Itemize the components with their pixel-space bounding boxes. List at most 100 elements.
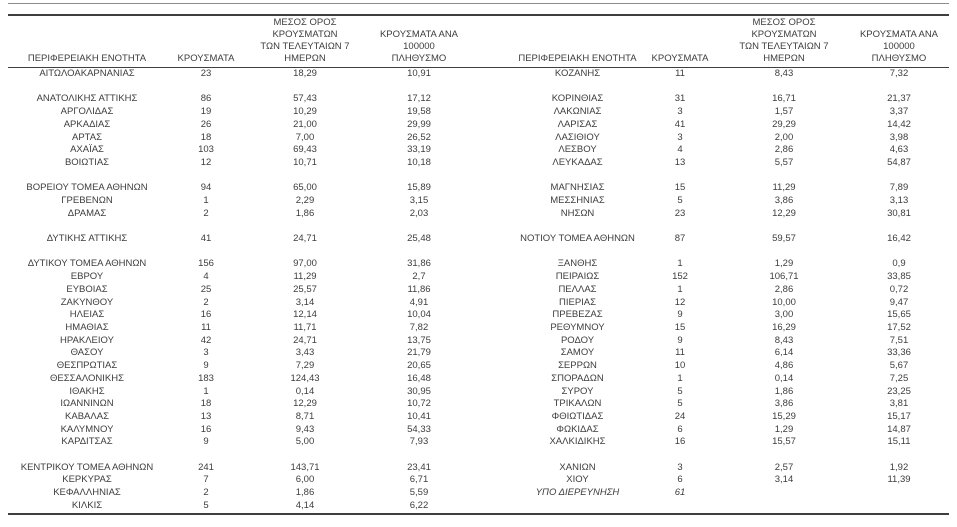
- per-100k-cell: 0,72: [889, 283, 909, 295]
- cases-cell: 6: [677, 474, 683, 486]
- per-100k-cell: 15,65: [887, 309, 911, 321]
- cases-cell: [641, 170, 719, 183]
- per-100k-cell: 14,87: [887, 423, 911, 435]
- avg-7day-cell: 6,14: [774, 347, 794, 359]
- cases-cell: 41: [200, 233, 212, 245]
- per-100k-cell: [849, 170, 949, 183]
- per-100k-cell: 13,75: [407, 334, 431, 346]
- per-100k-cell: 23,41: [407, 461, 431, 473]
- spacer-cell: [474, 309, 514, 322]
- region-name-cell: ΚΟΡΙΝΘΙΑΣ: [551, 93, 604, 105]
- per-100k-cell: 15,89: [407, 182, 431, 194]
- avg-7day-cell: 8,71: [295, 410, 315, 422]
- cases-cell: [166, 220, 246, 233]
- cases-cell: 42: [200, 334, 212, 346]
- avg-7day-cell: 11,29: [772, 182, 796, 194]
- cases-cell: 9: [203, 436, 209, 448]
- region-name-cell: ΡΕΘΥΜΝΟΥ: [550, 322, 605, 333]
- region-name-cell: ΧΙΟΥ: [566, 474, 589, 486]
- per-100k-cell: 3,81: [889, 398, 909, 410]
- region-name-cell: ΗΛΕΙΑΣ: [69, 309, 105, 321]
- table-row: ΑΡΚΑΔΙΑΣ 26 21,00 29,99 ΛΑΡΙΣΑΣ 41 29,29 14,42: [8, 119, 949, 132]
- region-name-cell: ΘΕΣΠΡΩΤΙΑΣ: [56, 360, 118, 372]
- spacer-cell: [474, 449, 514, 462]
- spacer-cell: [474, 182, 514, 195]
- cases-cell: [641, 449, 719, 462]
- per-100k-cell: 10,18: [407, 156, 431, 168]
- cases-cell: 9: [677, 309, 683, 321]
- per-100k-cell: 7,82: [409, 322, 429, 333]
- avg-7day-cell: 97,00: [293, 258, 317, 270]
- avg-7day-cell: [246, 246, 364, 259]
- cases-cell: [166, 449, 246, 462]
- cases-cell: 9: [203, 360, 209, 372]
- avg-7day-cell: 21,00: [293, 118, 317, 130]
- cases-cell: 2: [203, 207, 209, 219]
- per-100k-cell: 10,41: [407, 410, 431, 422]
- avg-7day-cell: [719, 220, 849, 233]
- per-100k-cell: 19,58: [407, 106, 431, 118]
- spacer-cell: [474, 132, 514, 145]
- cases-cell: 61: [674, 487, 686, 499]
- avg-7day-cell: [719, 81, 849, 94]
- cases-cell: 15: [674, 182, 686, 194]
- region-name-cell: ΦΩΚΙΔΑΣ: [556, 423, 599, 435]
- per-100k-cell: 4,91: [409, 296, 429, 308]
- avg-7day-cell: 1,29: [774, 258, 794, 270]
- region-name-cell: ΝΟΤΙΟΥ ΤΟΜΕΑ ΑΘΗΝΩΝ: [520, 233, 635, 245]
- table-row: ΔΥΤΙΚΗΣ ΑΤΤΙΚΗΣ 41 24,71 25,48 ΝΟΤΙΟΥ ΤΟΜΕΑ …: [8, 233, 949, 246]
- avg-7day-cell: 8,43: [774, 334, 794, 346]
- cases-cell: 5: [203, 499, 209, 511]
- per-100k-cell: 15,11: [887, 436, 911, 448]
- avg-7day-cell: 2,00: [774, 131, 794, 143]
- cases-cell: 3: [677, 461, 683, 473]
- per-100k-cell: [849, 246, 949, 259]
- spacer-cell: [474, 68, 514, 81]
- per-100k-cell: 33,19: [407, 144, 431, 156]
- cases-cell: 16: [200, 309, 212, 321]
- per-100k-cell: 7,51: [889, 334, 909, 346]
- header-spacer: [474, 17, 514, 68]
- avg-7day-cell: 10,29: [293, 106, 317, 118]
- header-cases-left: ΚΡΟΥΣΜΑΤΑ: [166, 17, 246, 68]
- table-header: ΠΕΡΙΦΕΡΕΙΑΚΗ ΕΝΟΤΗΤΑ ΚΡΟΥΣΜΑΤΑ ΜΕΣΟΣ ΟΡΟ…: [8, 17, 949, 68]
- region-name-cell: ΑΡΚΑΔΙΑΣ: [63, 118, 111, 130]
- cases-cell: 13: [200, 410, 212, 422]
- cases-cell: [641, 81, 719, 94]
- spacer-cell: [474, 386, 514, 399]
- table-row: ΗΜΑΘΙΑΣ 11 11,71 7,82 ΡΕΘΥΜΝΟΥ 15 16,29 17,52: [8, 322, 949, 335]
- per-100k-cell: 26,52: [407, 131, 431, 143]
- per-100k-cell: 6,71: [409, 474, 429, 486]
- cases-cell: [166, 170, 246, 183]
- spacer-cell: [474, 436, 514, 449]
- table-row: ΘΕΣΠΡΩΤΙΑΣ 9 7,29 20,65 ΣΕΡΡΩΝ 10 4,86 5,67: [8, 360, 949, 373]
- region-name-cell: ΕΥΒΟΙΑΣ: [66, 283, 108, 295]
- cases-cell: 7: [203, 474, 209, 486]
- spacer-cell: [474, 220, 514, 233]
- spacer-cell: [474, 170, 514, 183]
- region-name-cell: ΑΡΓΟΛΙΔΑΣ: [60, 106, 114, 118]
- avg-7day-cell: 7,29: [295, 360, 315, 372]
- avg-7day-cell: 3,86: [774, 195, 794, 206]
- avg-7day-cell: 8,43: [774, 68, 794, 79]
- table-row: ΚΙΛΚΙΣ 5 4,14 6,22: [8, 500, 949, 514]
- per-100k-cell: 17,52: [887, 322, 911, 333]
- per-100k-cell: 30,81: [887, 207, 911, 219]
- table-row: ΖΑΚΥΝΘΟΥ 2 3,14 4,91 ΠΙΕΡΙΑΣ 12 10,00 9,47: [8, 297, 949, 310]
- table-row: ΚΕΦΑΛΛΗΝΙΑΣ 2 1,86 5,59 ΥΠΟ ΔΙΕΡΕΥΝΗΣΗ 61: [8, 487, 949, 500]
- avg-7day-cell: 16,29: [772, 322, 796, 333]
- cases-cell: [641, 500, 719, 514]
- avg-7day-cell: 29,29: [772, 118, 796, 130]
- avg-7day-cell: 2,86: [774, 144, 794, 156]
- avg-7day-cell: 7,00: [295, 131, 315, 143]
- spacer-cell: [474, 119, 514, 132]
- per-100k-cell: 54,87: [887, 156, 911, 168]
- region-name-cell: ΗΡΑΚΛΕΙΟΥ: [60, 334, 114, 346]
- per-100k-cell: 16,42: [887, 233, 911, 245]
- region-name-cell: ΚΑΛΥΜΝΟΥ: [60, 423, 114, 435]
- per-100k-cell: 54,33: [407, 423, 431, 435]
- spacer-cell: [474, 462, 514, 475]
- region-name-cell: [8, 449, 166, 462]
- avg-7day-cell: [246, 170, 364, 183]
- cases-cell: 6: [677, 423, 683, 435]
